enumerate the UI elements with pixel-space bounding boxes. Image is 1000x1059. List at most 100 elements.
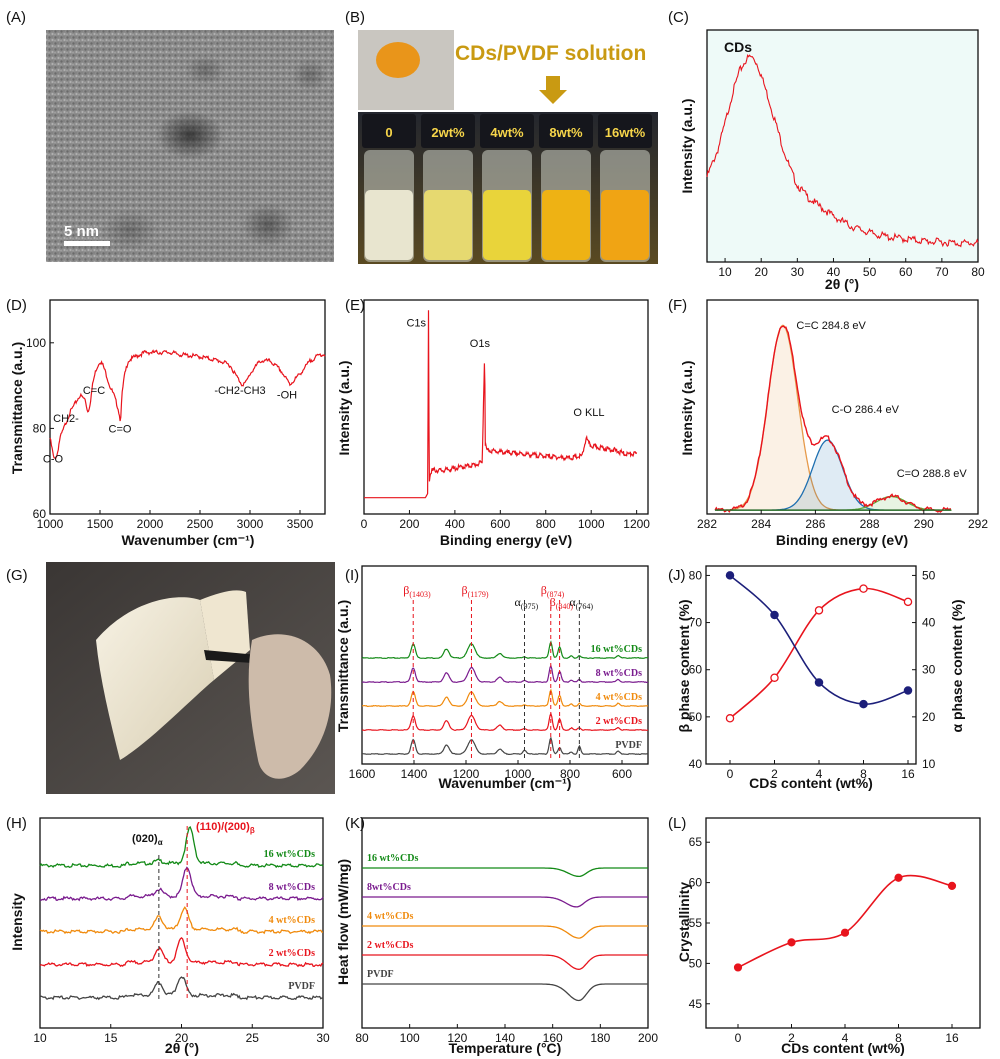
y-tick-label: 100 — [26, 336, 46, 350]
x-axis-label: Temperature (°C) — [449, 1040, 562, 1056]
vial-label: 8wt% — [549, 125, 583, 140]
chart-h-xrd-films: 16 wt%CDs 8 wt%CDs 4 wt%CDs 2 wt%CDs PVDF (02… — [9, 817, 330, 1056]
y-tick-label: 10 — [922, 757, 936, 771]
vial-cap — [421, 114, 475, 148]
beta-phase-point — [859, 584, 868, 593]
x-tick-label: 16 — [945, 1031, 959, 1045]
y-tick-label: 30 — [922, 663, 936, 677]
x-tick-label: 30 — [316, 1031, 330, 1045]
annotation-c-c-double: C=C — [83, 385, 105, 397]
ftir-series-line — [361, 712, 649, 732]
x-tick-label: 800 — [536, 517, 556, 531]
vial-label: 2wt% — [431, 125, 465, 140]
y-tick-label: 80 — [33, 421, 47, 435]
xrd-series-line — [39, 976, 324, 1001]
y-axis-label: Heat flow (mW/mg) — [335, 859, 351, 985]
xrd-series-label: 2 wt%CDs — [269, 948, 315, 959]
ftir-series-label: 16 wt%CDs — [591, 644, 642, 655]
x-tick-label: 1500 — [87, 517, 114, 531]
xrd-series-label: 4 wt%CDs — [269, 915, 315, 926]
annotation-oh: -OH — [277, 389, 297, 401]
dsc-series-label: 8wt%CDs — [367, 882, 411, 893]
annotation-c-c-peak: C=C 284.8 eV — [796, 320, 866, 332]
y-axis-label: Intensity — [9, 893, 25, 951]
x-tick-label: 282 — [697, 517, 717, 531]
plot-frame — [705, 565, 917, 765]
cds-powder — [376, 42, 420, 78]
x-tick-label: 80 — [971, 265, 985, 279]
vial-liquid — [424, 190, 472, 260]
alpha-phase-point — [814, 678, 824, 687]
y-tick-label: 60 — [689, 663, 703, 677]
annotation-o-kll: O KLL — [573, 407, 604, 419]
ftir-series-line — [362, 664, 649, 684]
x-axis-label: 2θ (°) — [825, 276, 859, 292]
panel-label-f: (F) — [668, 297, 687, 314]
crystallinity-line — [737, 874, 953, 969]
x-axis-label: 2θ (°) — [165, 1040, 199, 1056]
y-tick-label: 80 — [689, 568, 703, 582]
peak-label-beta-sub: β — [250, 826, 255, 835]
beta-phase-point — [903, 597, 913, 607]
annotation-c-o-double: C=O — [109, 424, 132, 436]
ftir-peak-label-sub: (840) — [556, 602, 574, 611]
y-axis-label: α phase content (%) — [949, 599, 965, 732]
x-axis-label: Wavenumber (cm⁻¹) — [122, 532, 255, 548]
x-tick-label: 120 — [447, 1031, 467, 1045]
annotation-ch2: CH2- — [53, 413, 79, 425]
ftir-peak-label: β(1403) — [403, 583, 431, 599]
crystallinity-point — [840, 928, 850, 937]
y-axis-label: Crystallinity — [676, 882, 692, 962]
x-tick-label: 1200 — [623, 517, 650, 531]
x-tick-label: 286 — [805, 517, 825, 531]
crystallinity-point — [947, 881, 957, 890]
chart-c-xrd-cds: 10 20 30 40 50 60 70 80 CDs 2θ (°) Intensity (a.u.… — [679, 29, 985, 292]
ftir-series-label: 4 wt%CDs — [596, 692, 642, 703]
alpha-phase-point — [770, 610, 779, 620]
x-tick-label: 400 — [445, 517, 465, 531]
xrd-series-line — [39, 937, 324, 968]
vial-liquid — [483, 190, 531, 260]
film-photo — [46, 562, 335, 794]
y-axis-label: Intensity (a.u.) — [679, 361, 695, 456]
x-tick-label: 600 — [490, 517, 510, 531]
plot-frame — [706, 299, 979, 515]
panel-label-d: (D) — [6, 297, 27, 314]
x-tick-label: 200 — [399, 517, 419, 531]
y-axis-label: Transmittance (a.u.) — [335, 600, 351, 732]
x-tick-label: 800 — [560, 767, 580, 781]
ftir-series-label: 8 wt%CDs — [596, 668, 642, 679]
x-tick-label: 180 — [590, 1031, 610, 1045]
ftir-series-line — [362, 736, 649, 756]
panel-label-a: (A) — [6, 9, 26, 26]
x-tick-label: 0 — [735, 1031, 742, 1045]
x-tick-label: 290 — [914, 517, 934, 531]
fit-envelope — [714, 325, 952, 513]
xrd-series-label: 16 wt%CDs — [264, 849, 315, 860]
chart-e-xps-survey: 0 200 400 600 800 1000 1200 C1s O1s O KLL Binding … — [336, 299, 650, 548]
y-tick-label: 70 — [689, 616, 703, 630]
x-tick-label: 2 — [771, 767, 778, 781]
panel-label-c: (C) — [668, 9, 689, 26]
annotation-ch2-ch3: -CH2-CH3 — [214, 385, 265, 397]
x-tick-label: 3500 — [287, 517, 314, 531]
x-tick-label: 1200 — [453, 767, 480, 781]
x-tick-label: 70 — [935, 265, 949, 279]
panel-label-j: (J) — [668, 567, 686, 584]
ftir-peak-label-sub: (1179) — [468, 590, 489, 599]
y-tick-label: 50 — [689, 956, 703, 970]
ftir-series-line — [361, 640, 648, 660]
x-tick-label: 1000 — [37, 517, 64, 531]
xrd-series-line — [39, 866, 324, 902]
xrd-series-line — [39, 906, 323, 935]
alpha-phase-point — [725, 571, 735, 580]
dsc-series-label: PVDF — [367, 969, 394, 980]
tem-image: 5 nm — [46, 30, 334, 262]
dsc-series-line — [362, 925, 648, 939]
x-tick-label: 288 — [860, 517, 880, 531]
ftir-peak-label: β(874) — [541, 583, 565, 599]
dsc-series-line — [362, 896, 648, 908]
panel-label-k: (K) — [345, 815, 365, 832]
x-axis-label: CDs content (wt%) — [781, 1040, 905, 1056]
